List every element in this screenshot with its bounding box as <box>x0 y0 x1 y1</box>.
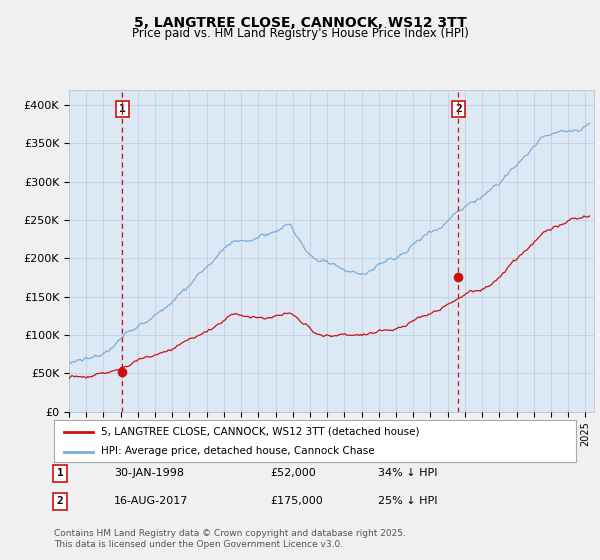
Text: 16-AUG-2017: 16-AUG-2017 <box>114 496 188 506</box>
Text: 30-JAN-1998: 30-JAN-1998 <box>114 468 184 478</box>
Text: Price paid vs. HM Land Registry's House Price Index (HPI): Price paid vs. HM Land Registry's House … <box>131 27 469 40</box>
Text: 34% ↓ HPI: 34% ↓ HPI <box>378 468 437 478</box>
Text: 2: 2 <box>455 104 462 114</box>
Text: £175,000: £175,000 <box>270 496 323 506</box>
Text: HPI: Average price, detached house, Cannock Chase: HPI: Average price, detached house, Cann… <box>101 446 374 456</box>
Text: 25% ↓ HPI: 25% ↓ HPI <box>378 496 437 506</box>
Text: 1: 1 <box>119 104 125 114</box>
Text: 5, LANGTREE CLOSE, CANNOCK, WS12 3TT: 5, LANGTREE CLOSE, CANNOCK, WS12 3TT <box>134 16 466 30</box>
Text: Contains HM Land Registry data © Crown copyright and database right 2025.
This d: Contains HM Land Registry data © Crown c… <box>54 529 406 549</box>
Text: 2: 2 <box>56 496 64 506</box>
Text: 1: 1 <box>56 468 64 478</box>
Text: 5, LANGTREE CLOSE, CANNOCK, WS12 3TT (detached house): 5, LANGTREE CLOSE, CANNOCK, WS12 3TT (de… <box>101 427 419 437</box>
Text: £52,000: £52,000 <box>270 468 316 478</box>
